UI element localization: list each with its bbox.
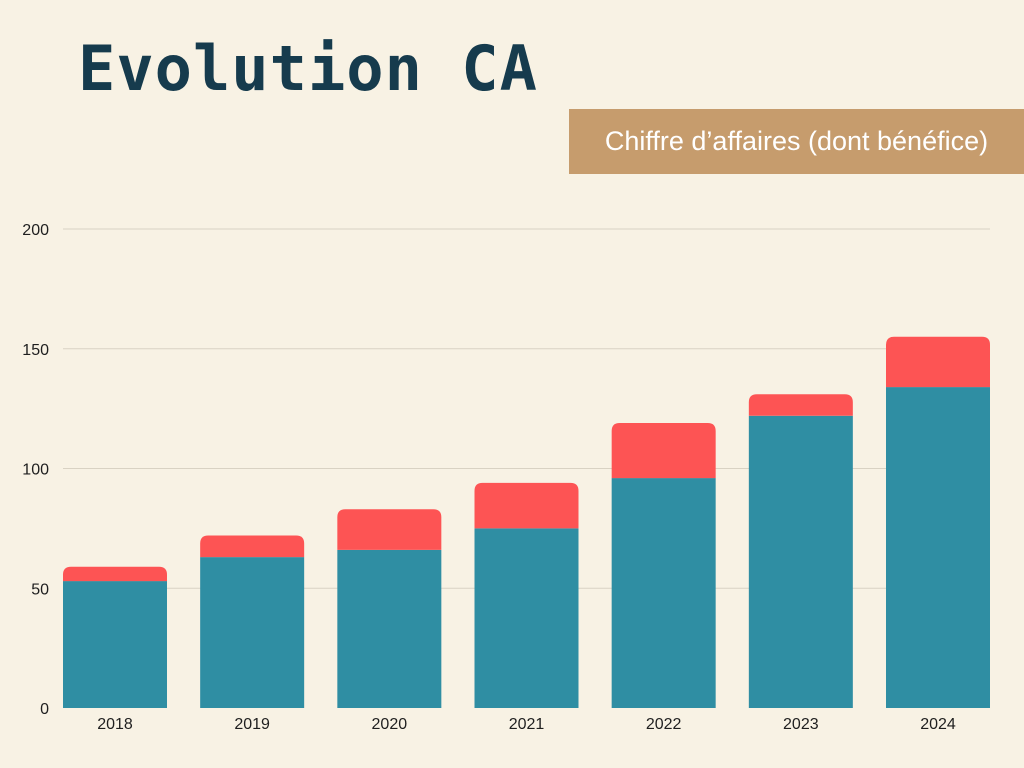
x-tick-label: 2021 [509, 716, 545, 733]
bar-revenue-2023 [748, 415, 853, 708]
y-tick-label: 100 [22, 462, 49, 479]
bar-revenue-2024 [886, 387, 990, 708]
bar-profit-2022 [611, 422, 716, 479]
bars [63, 336, 990, 708]
x-tick-label: 2020 [372, 716, 408, 733]
page-title: Evolution CA [78, 32, 538, 105]
bar-profit-2024 [886, 336, 990, 388]
bar-revenue-2019 [200, 557, 305, 708]
legend-label-text: Chiffre d’affaires (dont bénéfice) [604, 126, 989, 156]
bar-profit-2019 [200, 535, 305, 558]
x-tick-label: 2018 [97, 716, 133, 733]
x-tick-label: 2023 [783, 716, 819, 733]
bar-revenue-2022 [611, 478, 716, 708]
bar-revenue-2021 [474, 528, 579, 708]
bar-revenue-2018 [63, 581, 167, 708]
y-tick-label: 150 [22, 342, 49, 359]
legend-label: Chiffre d’affaires (dont bénéfice) [569, 109, 1024, 174]
bar-profit-2020 [337, 509, 442, 550]
bar-profit-2018 [63, 566, 167, 582]
x-axis-ticks: 2018 2019 2020 2021 2022 2023 2024 [97, 716, 956, 733]
bar-profit-2021 [474, 482, 579, 529]
y-tick-label: 50 [31, 581, 49, 598]
y-tick-label: 200 [22, 222, 49, 239]
bar-revenue-2020 [337, 549, 442, 708]
y-axis-ticks: 0 50 100 150 200 [22, 222, 49, 718]
bar-profit-2023 [748, 394, 853, 416]
y-tick-label: 0 [40, 701, 49, 718]
x-tick-label: 2019 [234, 716, 270, 733]
x-tick-label: 2024 [920, 716, 956, 733]
x-tick-label: 2022 [646, 716, 682, 733]
